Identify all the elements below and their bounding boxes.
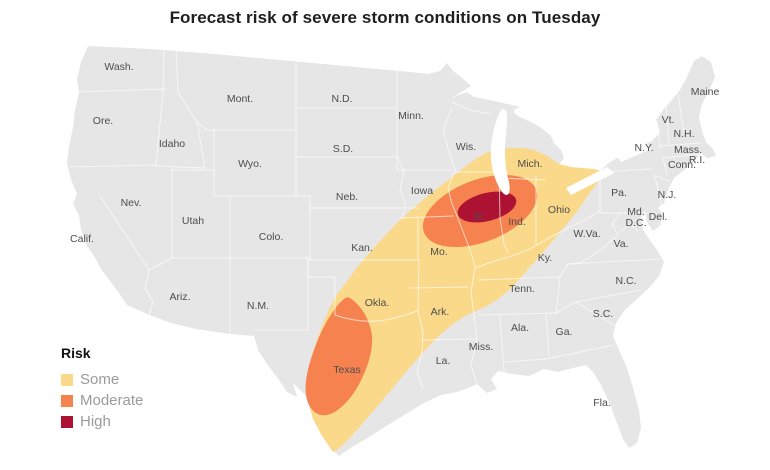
legend-item-some: Some bbox=[61, 369, 143, 390]
legend-item-moderate: Moderate bbox=[61, 390, 143, 411]
risk-legend: Risk Some Moderate High bbox=[61, 345, 143, 432]
chart-title: Forecast risk of severe storm conditions… bbox=[169, 8, 601, 27]
legend-items: Some Moderate High bbox=[61, 369, 143, 432]
risk-area-some bbox=[307, 148, 603, 452]
legend-swatch-some bbox=[61, 373, 73, 386]
lake-ontario bbox=[617, 143, 651, 162]
legend-swatch-high bbox=[61, 415, 73, 428]
lake-erie bbox=[566, 167, 614, 195]
lake-huron bbox=[513, 104, 570, 147]
legend-label-high: High bbox=[80, 413, 111, 430]
legend-item-high: High bbox=[61, 411, 143, 432]
state-borders bbox=[69, 49, 702, 390]
great-lakes bbox=[490, 104, 651, 195]
legend-title: Risk bbox=[61, 345, 91, 361]
legend-label-moderate: Moderate bbox=[80, 392, 144, 409]
risk-area-high bbox=[457, 191, 517, 223]
risk-area-moderate-south bbox=[305, 297, 373, 416]
legend-label-some: Some bbox=[80, 371, 120, 388]
legend-swatch-moderate bbox=[61, 394, 73, 407]
lake-michigan bbox=[490, 108, 510, 195]
